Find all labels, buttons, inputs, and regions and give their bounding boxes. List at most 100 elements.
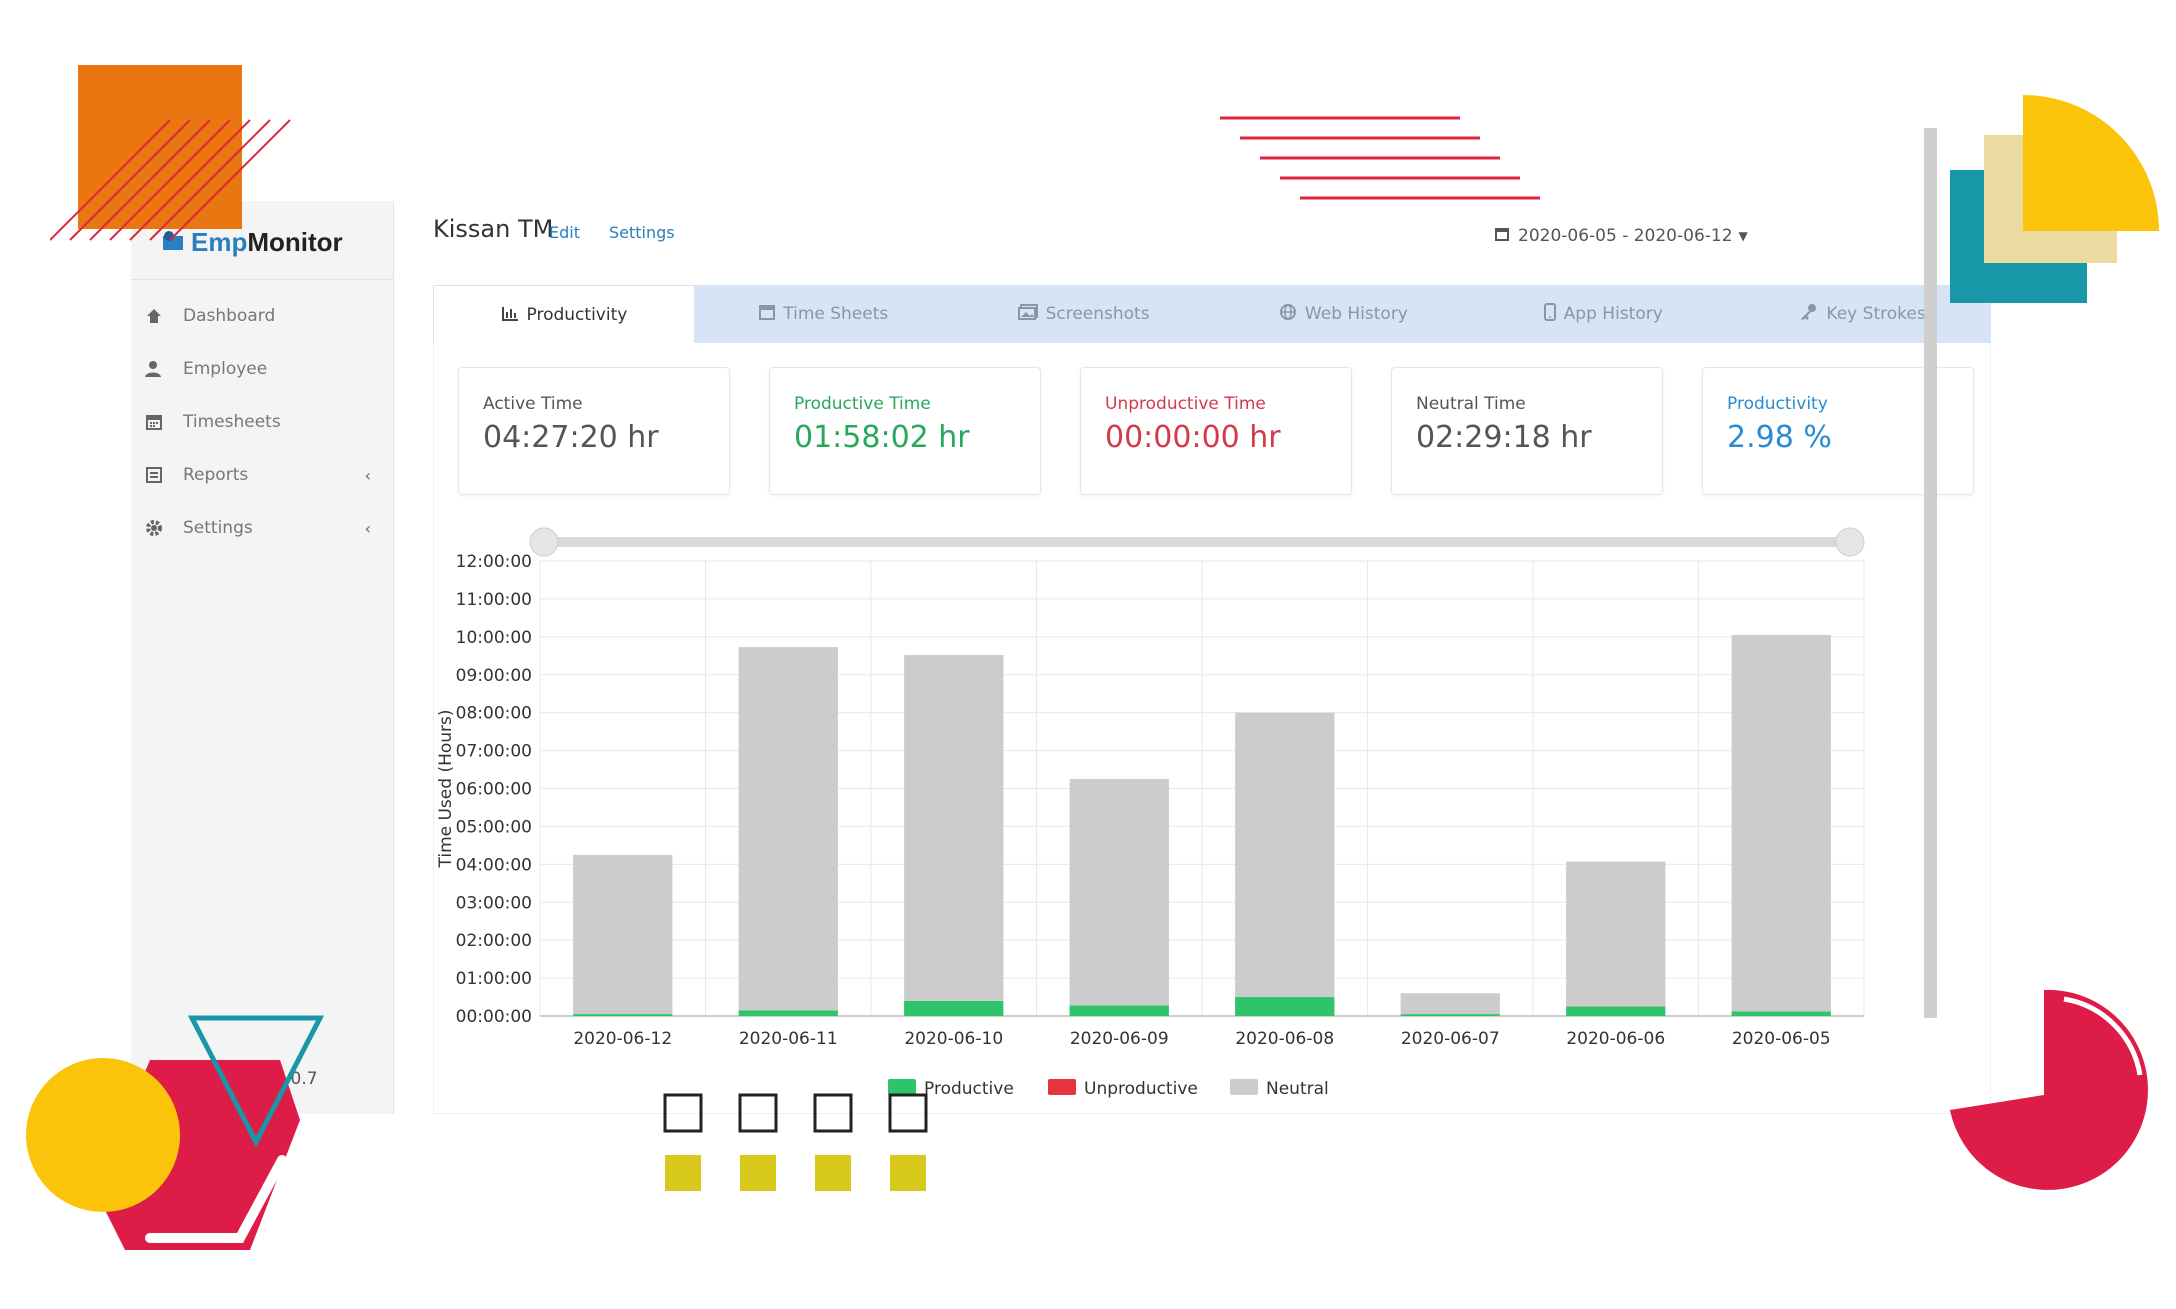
sidebar-item-label: Dashboard [183, 305, 276, 326]
edit-link[interactable]: Edit [549, 223, 580, 242]
y-tick-label: 05:00:00 [456, 817, 532, 837]
y-tick-label: 01:00:00 [456, 969, 532, 989]
x-tick-label: 2020-06-12 [573, 1029, 672, 1049]
main-content: Kissan TM Edit Settings 2020-06-05 - 202… [394, 201, 2056, 1114]
tab-key-strokes[interactable]: Key Strokes [1733, 285, 1991, 343]
page-title: Kissan TM [433, 215, 554, 243]
range-slider-handle-right[interactable] [1835, 527, 1865, 557]
vertical-scrollbar[interactable] [1924, 128, 1937, 1018]
date-range-picker[interactable]: 2020-06-05 - 2020-06-12 ▼ [1480, 215, 1840, 257]
y-axis-title: Time Used (Hours) [436, 709, 456, 868]
user-icon [143, 358, 165, 380]
sidebar-item-label: Settings [183, 517, 253, 538]
app-window: EmpMonitor Dashboard Employee Timesheets… [131, 201, 2056, 1114]
stat-value: 2.98 % [1727, 420, 1832, 455]
bar-productive [1069, 1005, 1169, 1016]
range-slider-track [544, 537, 1850, 547]
bar-productive [573, 1014, 673, 1016]
tab-time-sheets[interactable]: Time Sheets [694, 285, 954, 343]
y-tick-label: 06:00:00 [456, 780, 532, 800]
y-tick-label: 10:00:00 [456, 628, 532, 648]
y-tick-label: 09:00:00 [456, 666, 532, 686]
stat-card-active-time: Active Time 04:27:20 hr [458, 367, 730, 495]
sidebar-item-reports[interactable]: Reports ‹ [131, 448, 393, 501]
header: Kissan TM Edit Settings 2020-06-05 - 202… [394, 201, 2056, 281]
y-tick-label: 00:00:00 [456, 1007, 532, 1027]
tab-productivity[interactable]: Productivity [433, 285, 694, 344]
tab-label: Key Strokes [1826, 304, 1926, 324]
image-icon [1017, 304, 1038, 324]
x-tick-label: 2020-06-05 [1732, 1029, 1831, 1049]
legend-label: Neutral [1266, 1079, 1329, 1099]
settings-link[interactable]: Settings [609, 223, 675, 242]
decorative-squares-row [663, 1093, 928, 1191]
brand-suffix: Monitor [247, 227, 343, 257]
sidebar-item-timesheets[interactable]: Timesheets [131, 395, 393, 448]
x-tick-label: 2020-06-08 [1235, 1029, 1334, 1049]
range-slider-handle-left[interactable] [529, 527, 559, 557]
x-tick-label: 2020-06-10 [904, 1029, 1003, 1049]
stat-label: Productive Time [794, 394, 931, 414]
caret-down-icon: ▼ [1738, 229, 1748, 243]
tab-label: Screenshots [1045, 304, 1150, 324]
x-tick-label: 2020-06-11 [739, 1029, 838, 1049]
bar-productive [1235, 997, 1335, 1016]
brand-logo[interactable]: EmpMonitor [161, 227, 343, 258]
tab-label: App History [1563, 304, 1663, 324]
sidebar-nav: Dashboard Employee Timesheets Reports ‹ … [131, 289, 393, 554]
bar-productive [1400, 1014, 1500, 1016]
calendar-icon [1494, 226, 1510, 247]
bar-neutral [904, 655, 1004, 1001]
stat-value: 00:00:00 hr [1105, 420, 1281, 455]
sidebar-item-label: Timesheets [183, 411, 281, 432]
calendar-icon [759, 304, 776, 324]
sidebar-item-employee[interactable]: Employee [131, 342, 393, 395]
y-tick-label: 07:00:00 [456, 742, 532, 762]
home-icon [143, 305, 165, 327]
divider [131, 279, 393, 280]
legend-swatch [1230, 1079, 1258, 1095]
chevron-left-icon: ‹ [364, 519, 371, 538]
stats-cards: Active Time 04:27:20 hr Productive Time … [458, 367, 1974, 495]
y-tick-label: 04:00:00 [456, 855, 532, 875]
x-tick-label: 2020-06-07 [1401, 1029, 1500, 1049]
bar-neutral [1235, 712, 1335, 998]
sidebar-item-dashboard[interactable]: Dashboard [131, 289, 393, 342]
sidebar-item-settings[interactable]: Settings ‹ [131, 501, 393, 554]
globe-icon [1279, 303, 1297, 325]
stat-card-unproductive-time: Unproductive Time 00:00:00 hr [1080, 367, 1352, 495]
bar-productive [904, 1000, 1004, 1016]
stat-label: Neutral Time [1416, 394, 1526, 414]
stat-label: Active Time [483, 394, 583, 414]
x-tick-label: 2020-06-06 [1566, 1029, 1665, 1049]
stat-label: Productivity [1727, 394, 1828, 414]
decorative-pie-bottom-right [1950, 989, 2148, 1190]
x-tick-label: 2020-06-09 [1070, 1029, 1169, 1049]
stat-card-productivity: Productivity 2.98 % [1702, 367, 1974, 495]
bar-neutral [1400, 993, 1500, 1015]
stat-value: 01:58:02 hr [794, 420, 970, 455]
bar-productive [738, 1010, 838, 1016]
bar-neutral [1566, 861, 1666, 1007]
stat-value: 04:27:20 hr [483, 420, 659, 455]
tab-bar: Productivity Time Sheets Screenshots Web… [433, 285, 1991, 344]
stat-value: 02:29:18 hr [1416, 420, 1592, 455]
mobile-icon [1543, 303, 1556, 325]
bar-neutral [1069, 779, 1169, 1006]
report-icon [143, 464, 165, 486]
productivity-chart: 00:00:00 01:00:00 02:00:00 03:00:00 04:00:00… [436, 527, 1865, 1099]
bar-neutral [573, 854, 673, 1015]
stat-card-neutral-time: Neutral Time 02:29:18 hr [1391, 367, 1663, 495]
tab-app-history[interactable]: App History [1473, 285, 1733, 343]
y-tick-label: 11:00:00 [456, 590, 532, 610]
y-tick-label: 12:00:00 [456, 552, 532, 572]
tab-screenshots[interactable]: Screenshots [954, 285, 1214, 343]
bar-neutral [1731, 634, 1831, 1012]
gear-icon [143, 517, 165, 539]
y-tick-label: 02:00:00 [456, 931, 532, 951]
tab-web-history[interactable]: Web History [1213, 285, 1473, 343]
y-tick-label: 03:00:00 [456, 893, 532, 913]
tab-label: Web History [1304, 304, 1408, 324]
sidebar-item-label: Employee [183, 358, 268, 379]
date-range-value: 2020-06-05 - 2020-06-12 [1518, 226, 1733, 246]
